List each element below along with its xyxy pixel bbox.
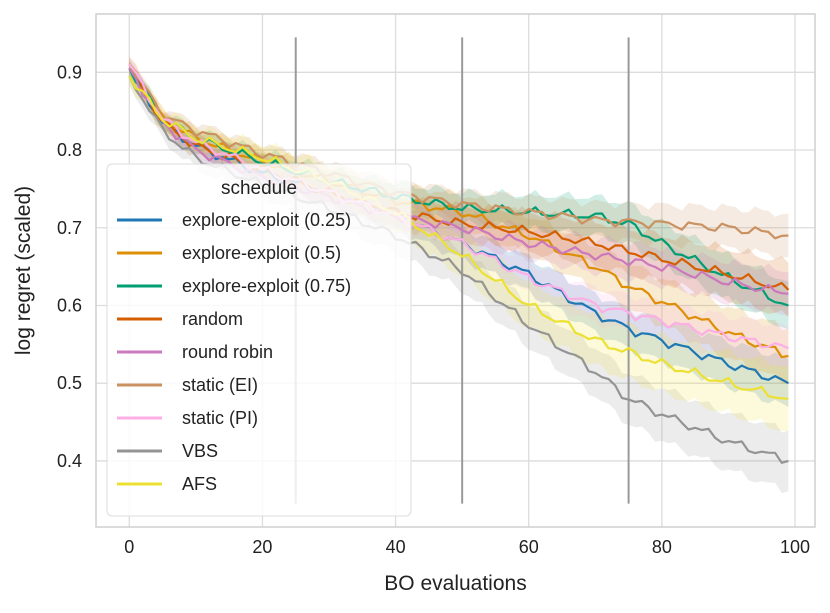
legend-item: explore-exploit (0.5) xyxy=(117,243,341,263)
legend-label: AFS xyxy=(182,474,217,494)
legend-label: explore-exploit (0.25) xyxy=(182,210,351,230)
band-random xyxy=(129,56,789,318)
band-afs xyxy=(129,66,789,432)
x-tick-label: 0 xyxy=(124,537,134,557)
legend-label: round robin xyxy=(182,342,273,362)
legend-label: explore-exploit (0.75) xyxy=(182,276,351,296)
legend-label: random xyxy=(182,309,243,329)
band-explore-exploit-0-25- xyxy=(129,61,789,408)
legend-title: schedule xyxy=(221,178,297,199)
band-round-robin xyxy=(129,62,789,316)
y-tick-label: 0.4 xyxy=(57,451,82,471)
y-tick-label: 0.9 xyxy=(57,62,82,82)
y-tick-label: 0.8 xyxy=(57,140,82,160)
legend-item: random xyxy=(117,309,243,329)
x-tick-label: 60 xyxy=(519,537,539,557)
band-explore-exploit-0-75- xyxy=(129,61,789,330)
legend-item: round robin xyxy=(117,342,273,362)
series-line-static-ei- xyxy=(128,63,789,240)
x-tick-label: 20 xyxy=(252,537,272,557)
band-static-pi- xyxy=(129,58,789,371)
legend-label: static (EI) xyxy=(182,375,258,395)
legend-item: static (PI) xyxy=(117,408,258,428)
series-line-random xyxy=(128,63,790,291)
tick-labels: 0 20 40 60 80 100 0.4 0.5 0.6 0.7 0.8 0.9 xyxy=(57,62,810,557)
y-tick-label: 0.5 xyxy=(57,373,82,393)
legend-item: VBS xyxy=(117,441,218,461)
legend: schedule explore-exploit (0.25)explore-e… xyxy=(106,163,412,517)
plot-frame xyxy=(95,13,816,528)
x-tick-label: 40 xyxy=(386,537,406,557)
legend-label: explore-exploit (0.5) xyxy=(182,243,341,263)
series-line-afs xyxy=(128,75,789,400)
y-tick-label: 0.6 xyxy=(57,295,82,315)
x-axis-label: BO evaluations xyxy=(384,572,526,595)
band-static-ei- xyxy=(129,58,789,260)
series-line-explore-exploit-0-75- xyxy=(128,67,789,307)
series-lines xyxy=(128,63,790,464)
band-explore-exploit-0-5- xyxy=(129,60,789,385)
band-vbs xyxy=(129,67,789,494)
legend-item: explore-exploit (0.75) xyxy=(117,276,351,296)
legend-item: static (EI) xyxy=(117,375,258,395)
legend-box xyxy=(106,163,412,517)
legend-label: VBS xyxy=(182,441,218,461)
legend-items: explore-exploit (0.25) explore-exploit (0… xyxy=(117,210,351,494)
legend-item: explore-exploit (0.25) xyxy=(117,210,351,230)
legend-label: static (PI) xyxy=(182,408,258,428)
x-tick-label: 80 xyxy=(652,537,672,557)
x-tick-label: 100 xyxy=(780,537,810,557)
legend-item: AFS xyxy=(117,474,217,494)
y-axis-label: log regret (scaled) xyxy=(12,186,35,355)
y-tick-label: 0.7 xyxy=(57,218,82,238)
series-line-static-pi- xyxy=(128,63,789,350)
confidence-bands xyxy=(129,56,789,494)
series-line-explore-exploit-0-5- xyxy=(128,67,789,359)
